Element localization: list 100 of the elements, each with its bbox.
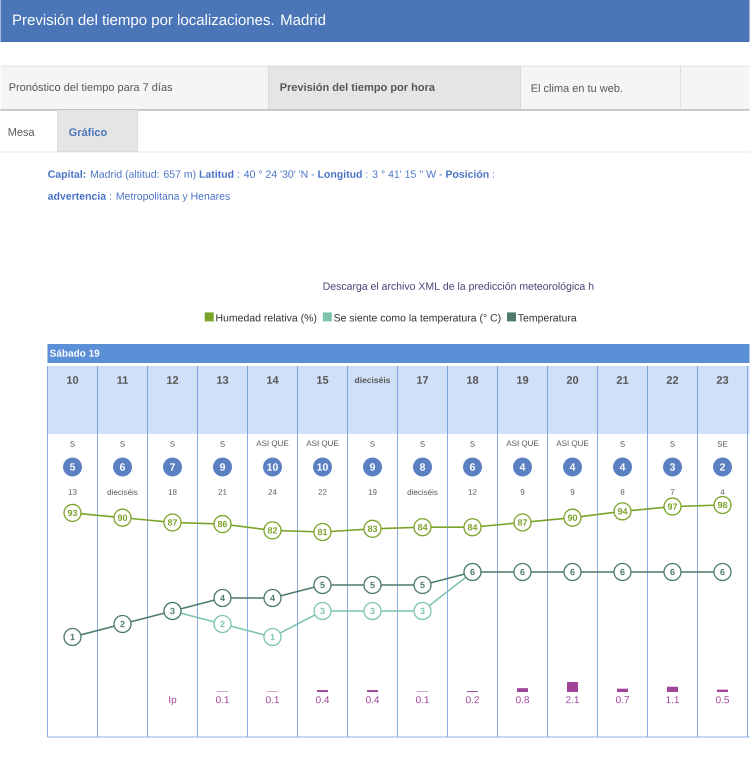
text: Descarga el archivo XML de la predicción meteorológica h <box>324 282 594 292</box>
data-label: 2 <box>220 620 225 628</box>
data-label: 6 <box>570 568 575 576</box>
text: S <box>170 441 175 447</box>
text: 10 <box>317 463 328 471</box>
data-label: 3 <box>420 608 425 614</box>
text: S <box>470 441 475 447</box>
point <box>313 576 332 594</box>
data-label: 4 <box>270 594 275 602</box>
category-label: 20 <box>566 376 578 384</box>
point <box>413 602 432 620</box>
text: ASI QUE <box>506 440 538 448</box>
text: 6 <box>120 463 126 471</box>
text: Pronóstico del tiempo para 7 días <box>10 82 172 94</box>
text: 8 <box>620 489 624 495</box>
text: ASI QUE <box>256 440 288 448</box>
text: 24 <box>268 489 277 495</box>
data-label: 5 <box>320 582 325 588</box>
category-label: 22 <box>666 376 678 384</box>
data-label: 0.2 <box>466 696 479 704</box>
text: 12 <box>468 489 477 495</box>
data-label: 6 <box>620 568 625 576</box>
data-label: 87 <box>168 519 178 526</box>
text: Mesa <box>8 128 35 136</box>
text: 6 <box>470 463 476 471</box>
text: 21 <box>218 489 227 495</box>
point <box>63 628 82 646</box>
text: Capital: Madrid (altitud: 657 m) Latitud : 40 ° 24 '30' 'N - Longitud : 3 ° 41' 15 '' W - Posición : <box>48 170 494 180</box>
text: 8 <box>420 463 426 471</box>
text: Gráfico <box>69 128 107 136</box>
point <box>713 562 732 582</box>
category-label: 12 <box>167 376 178 384</box>
data-label: 84 <box>468 524 478 530</box>
text: ASI QUE <box>556 440 588 448</box>
text: S <box>670 441 675 447</box>
data-label: 1 <box>70 634 75 640</box>
text: Ip <box>169 696 176 706</box>
text: Previsión del tiempo por hora <box>280 82 436 94</box>
point <box>613 562 632 582</box>
text: S <box>220 441 225 447</box>
data-label: 6 <box>470 568 475 576</box>
legend-label: Humedad relativa (%) <box>216 314 316 324</box>
point <box>213 588 232 608</box>
data-label: 90 <box>118 514 128 521</box>
category-label: 15 <box>317 376 328 384</box>
text: S <box>620 441 625 447</box>
data-label: 1 <box>270 634 275 640</box>
point <box>663 562 682 582</box>
data-label: 81 <box>318 528 328 536</box>
data-label: 0.1 <box>416 696 429 704</box>
data-label: 6 <box>720 568 725 576</box>
text: 7 <box>170 463 175 471</box>
text: SE <box>718 441 728 447</box>
category-label: 19 <box>517 376 528 384</box>
data-label: 0.5 <box>716 696 730 704</box>
point <box>213 614 232 634</box>
data-label: 5 <box>420 582 425 588</box>
point <box>263 588 282 608</box>
category-label: 23 <box>716 376 728 384</box>
data-label: 84 <box>418 524 428 530</box>
bar <box>517 688 528 692</box>
category-label: dieciséis <box>354 376 390 384</box>
data-label: 2 <box>120 620 125 628</box>
legend-label: Temperatura <box>518 314 577 324</box>
text: S <box>70 441 75 447</box>
data-label: 2.1 <box>566 696 579 704</box>
text: 4 <box>720 489 724 495</box>
text: S <box>370 441 375 447</box>
text: 13 <box>68 489 77 495</box>
text: 9 <box>370 463 376 471</box>
text: 4 <box>620 463 626 471</box>
category-label: 10 <box>67 376 78 384</box>
data-label: 0.1 <box>216 696 229 704</box>
data-label: 6 <box>670 568 675 576</box>
category-label: 11 <box>117 376 128 384</box>
data-label: 98 <box>718 502 728 508</box>
bar <box>667 686 678 692</box>
text: 7 <box>670 489 674 495</box>
data-label: 0.4 <box>366 696 380 704</box>
legend-label: Se siente como la temperatura (° C) <box>334 314 500 324</box>
category-label: 13 <box>217 376 228 384</box>
text: dieciséis <box>107 489 138 495</box>
text: advertencia : Metropolitana y Henares <box>48 192 230 202</box>
data-label: 0.7 <box>616 696 629 704</box>
text: 4 <box>570 463 576 471</box>
text: Sábado 19 <box>50 349 100 357</box>
data-label: 87 <box>518 519 528 526</box>
text: ASI QUE <box>306 440 338 448</box>
text: 18 <box>168 489 177 495</box>
data-label: 0.4 <box>316 696 330 704</box>
data-label: 1.1 <box>666 696 679 704</box>
text: 9 <box>520 489 524 495</box>
data-label: 3 <box>370 608 375 614</box>
data-label: 5 <box>370 582 375 588</box>
data-label: 97 <box>668 503 678 510</box>
data-label: 4 <box>220 594 225 602</box>
text: 9 <box>570 489 574 495</box>
text: 5 <box>70 463 76 471</box>
data-label: 3 <box>320 608 325 614</box>
data-label: 3 <box>170 608 175 614</box>
